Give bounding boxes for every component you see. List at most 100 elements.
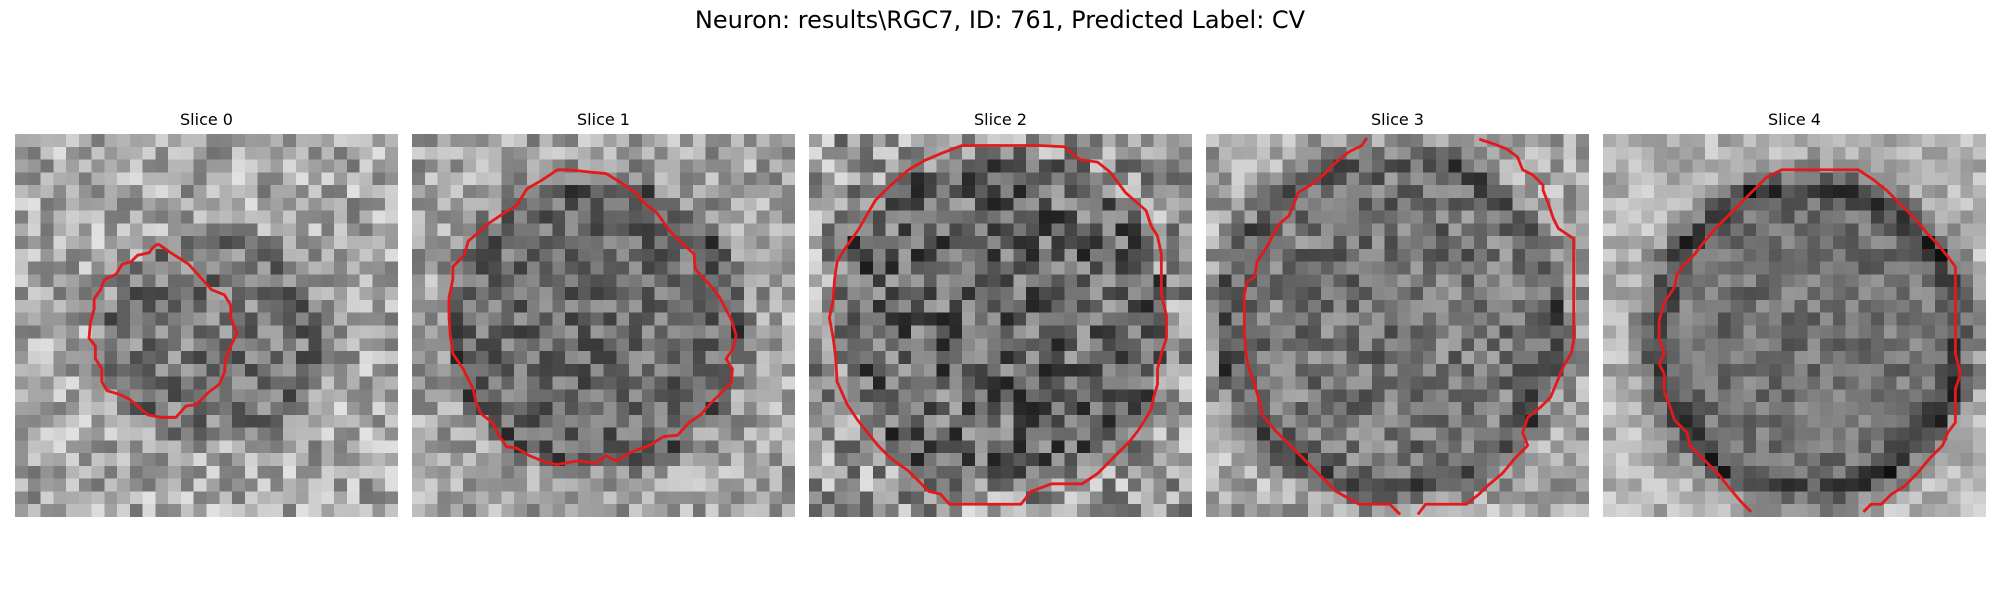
image-pixel — [53, 159, 67, 173]
image-pixel — [526, 414, 540, 428]
image-pixel — [1537, 248, 1551, 262]
image-pixel — [1934, 172, 1948, 186]
image-pixel — [1550, 414, 1564, 428]
image-pixel — [1820, 261, 1834, 275]
image-pixel — [1692, 427, 1706, 441]
image-pixel — [117, 287, 131, 301]
image-pixel — [1679, 287, 1693, 301]
image-pixel — [821, 402, 835, 416]
image-pixel — [1179, 134, 1192, 148]
image-pixel — [1474, 299, 1488, 313]
image-pixel — [346, 134, 360, 148]
image-pixel — [1525, 376, 1539, 390]
image-pixel — [1537, 414, 1551, 428]
image-pixel — [1064, 402, 1078, 416]
image-pixel — [412, 223, 426, 237]
image-pixel — [1512, 491, 1526, 505]
image-pixel — [1257, 453, 1271, 467]
image-pixel — [1794, 236, 1808, 250]
image-pixel — [1166, 236, 1180, 250]
image-pixel — [155, 287, 169, 301]
image-pixel — [1140, 440, 1154, 454]
image-pixel — [1499, 478, 1513, 492]
image-pixel — [987, 402, 1001, 416]
image-pixel — [1448, 440, 1462, 454]
image-pixel — [155, 363, 169, 377]
image-pixel — [463, 299, 477, 313]
image-pixel — [1435, 363, 1449, 377]
image-pixel — [1257, 197, 1271, 211]
image-pixel — [526, 210, 540, 224]
image-pixel — [1359, 491, 1373, 505]
image-pixel — [385, 427, 398, 441]
image-pixel — [1206, 389, 1220, 403]
image-pixel — [1166, 351, 1180, 365]
image-pixel — [1692, 465, 1706, 479]
image-pixel — [1102, 504, 1116, 517]
image-pixel — [565, 274, 579, 288]
image-pixel — [1845, 376, 1859, 390]
image-pixel — [66, 427, 80, 441]
image-pixel — [1397, 491, 1411, 505]
image-pixel — [1756, 478, 1770, 492]
image-pixel — [1140, 325, 1154, 339]
image-pixel — [501, 389, 515, 403]
image-pixel — [1461, 172, 1475, 186]
image-pixel — [308, 491, 322, 505]
image-pixel — [1858, 351, 1872, 365]
image-pixel — [463, 146, 477, 160]
image-pixel — [1308, 287, 1322, 301]
image-pixel — [1231, 325, 1245, 339]
image-pixel — [1794, 325, 1808, 339]
image-pixel — [1603, 325, 1617, 339]
image-pixel — [641, 248, 655, 262]
image-pixel — [680, 197, 694, 211]
image-pixel — [1628, 465, 1642, 479]
image-pixel — [1257, 440, 1271, 454]
image-pixel — [1679, 236, 1693, 250]
image-pixel — [616, 134, 630, 148]
image-pixel — [1269, 134, 1283, 148]
image-pixel — [898, 236, 912, 250]
image-pixel — [1743, 427, 1757, 441]
image-pixel — [1615, 402, 1629, 416]
image-pixel — [949, 325, 963, 339]
image-pixel — [974, 504, 988, 517]
image-pixel — [488, 236, 502, 250]
image-pixel — [1102, 134, 1116, 148]
image-pixel — [1435, 261, 1449, 275]
image-pixel — [372, 185, 386, 199]
image-pixel — [1666, 376, 1680, 390]
image-pixel — [756, 414, 770, 428]
image-pixel — [1781, 287, 1795, 301]
image-pixel — [168, 210, 182, 224]
image-pixel — [590, 172, 604, 186]
image-pixel — [705, 172, 719, 186]
image-pixel — [412, 351, 426, 365]
image-pixel — [1692, 134, 1706, 148]
image-pixel — [1474, 414, 1488, 428]
image-pixel — [321, 248, 335, 262]
image-pixel — [974, 312, 988, 326]
image-pixel — [1845, 389, 1859, 403]
image-pixel — [424, 299, 438, 313]
image-pixel — [168, 274, 182, 288]
image-pixel — [142, 414, 156, 428]
image-pixel — [1140, 299, 1154, 313]
image-pixel — [1615, 376, 1629, 390]
image-pixel — [308, 440, 322, 454]
image-pixel — [565, 172, 579, 186]
image-pixel — [232, 261, 246, 275]
image-pixel — [1615, 287, 1629, 301]
image-pixel — [1960, 414, 1974, 428]
image-pixel — [412, 414, 426, 428]
image-pixel — [872, 159, 886, 173]
image-pixel — [488, 185, 502, 199]
image-pixel — [603, 236, 617, 250]
image-pixel — [1576, 453, 1589, 467]
image-pixel — [1231, 504, 1245, 517]
image-pixel — [270, 504, 284, 517]
image-pixel — [718, 478, 732, 492]
image-pixel — [142, 274, 156, 288]
image-pixel — [1206, 197, 1220, 211]
